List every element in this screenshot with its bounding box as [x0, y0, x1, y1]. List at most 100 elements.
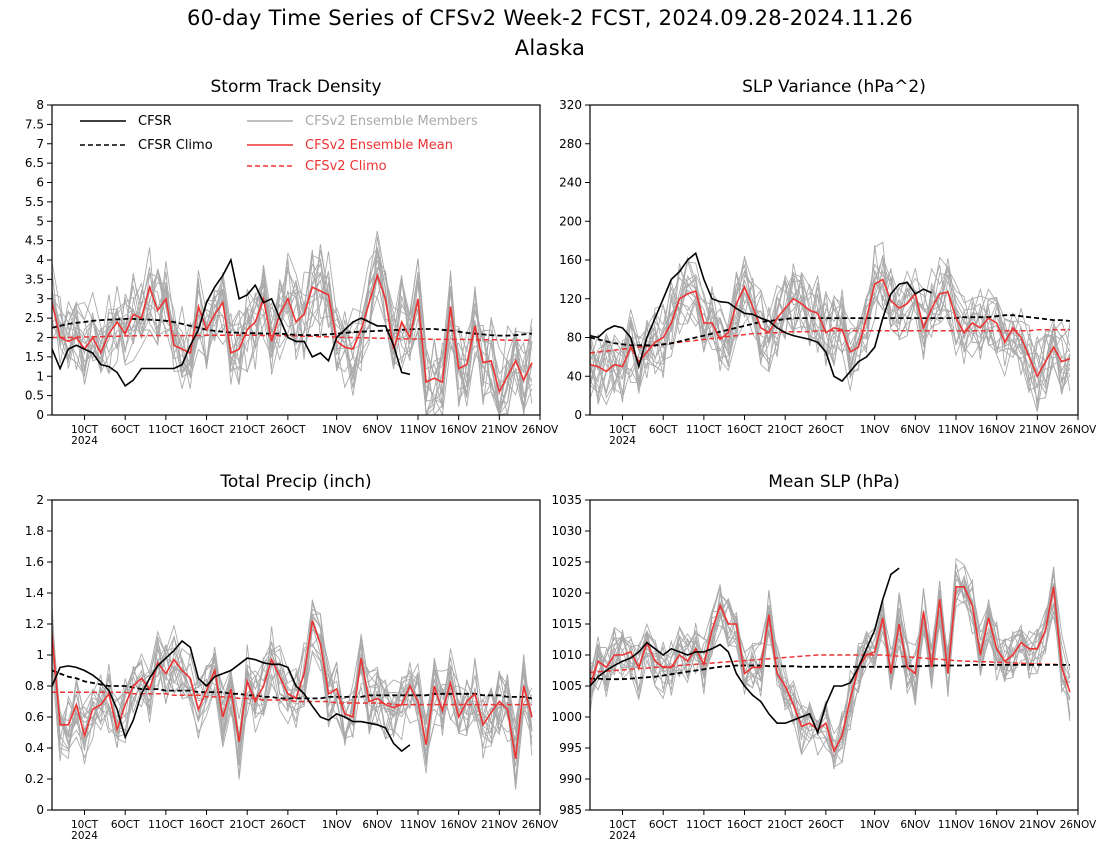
legend-label-cfsv2_climo: CFSv2 Climo	[305, 159, 387, 174]
x-tick-label: 21OCT	[230, 424, 266, 436]
x-tick-label: 26OCT	[808, 424, 844, 436]
ensemble-members	[52, 230, 533, 415]
panel-1: Storm Track Density 0 0.5 1 1.5 2 2.5 3 3.5 4 4.5 5…	[25, 77, 559, 447]
series-cfsr-climo	[590, 664, 1070, 681]
y-tick-label: 7.5	[25, 117, 44, 131]
x-tick-label: 16NOV	[440, 819, 477, 831]
x-year-label: 2024	[71, 830, 98, 842]
y-tick-label: 1.2	[25, 617, 44, 631]
y-tick-label: 7	[36, 137, 44, 151]
legend-label-ens_mean: CFSv2 Ensemble Mean	[305, 138, 453, 153]
series-cfsv2-ensemble-mean	[590, 585, 1071, 754]
y-tick-label: 4.5	[25, 234, 44, 248]
x-tick-label: 1NOV	[322, 424, 353, 436]
y-tick-label: 1.8	[25, 524, 44, 538]
x-year-label: 2024	[609, 435, 636, 447]
series-cfsv2-ensemble-mean	[52, 620, 533, 760]
x-tick-label: 1NOV	[860, 424, 891, 436]
series-cfsr-climo	[590, 314, 1070, 347]
x-tick-label: 26NOV	[522, 424, 559, 436]
y-tick-label: 985	[559, 803, 582, 817]
legend: CFSR CFSR Climo CFSv2 Ensemble Members CFSv…	[80, 114, 478, 174]
ensemble-member-line	[52, 602, 533, 781]
ensemble-member-line	[52, 616, 533, 790]
y-tick-label: 0.6	[25, 710, 44, 724]
x-tick-label: 16OCT	[727, 819, 763, 831]
y-tick-label: 240	[559, 176, 582, 190]
y-tick-label: 200	[559, 214, 582, 228]
series-cfsr	[590, 567, 900, 735]
y-tick-label: 1010	[551, 648, 582, 662]
x-tick-label: 6NOV	[362, 424, 393, 436]
y-tick-label: 40	[567, 369, 582, 383]
x-tick-label: 26OCT	[270, 819, 306, 831]
legend-label-members: CFSv2 Ensemble Members	[305, 114, 478, 129]
ensemble-member-line	[590, 256, 1071, 400]
y-tick-label: 6	[36, 176, 44, 190]
x-tick-label: 6NOV	[362, 819, 393, 831]
y-tick-label: 1	[36, 648, 44, 662]
ensemble-member-line	[590, 258, 1071, 399]
plot-frame	[589, 104, 1079, 416]
y-tick-label: 120	[559, 292, 582, 306]
x-tick-label: 6NOV	[900, 819, 931, 831]
y-tick-label: 3	[36, 292, 44, 306]
plot-frame	[51, 499, 541, 811]
y-tick-label: 2	[36, 493, 44, 507]
x-tick-label: 6OCT	[111, 819, 140, 831]
x-tick-label: 16OCT	[189, 424, 225, 436]
x-year-label: 2024	[71, 435, 98, 447]
x-tick-label: 26NOV	[1060, 819, 1097, 831]
ensemble-member-line	[590, 245, 1071, 405]
y-tick-label: 1005	[551, 679, 582, 693]
legend-label-cfsr: CFSR	[138, 114, 172, 129]
x-tick-label: 16NOV	[978, 819, 1015, 831]
ensemble-member-line	[590, 255, 1071, 412]
x-tick-label: 11NOV	[938, 819, 975, 831]
x-tick-label: 11NOV	[938, 424, 975, 436]
y-tick-label: 1025	[551, 555, 582, 569]
y-tick-label: 1035	[551, 493, 582, 507]
y-tick-label: 0.8	[25, 679, 44, 693]
x-tick-label: 6OCT	[111, 424, 140, 436]
plot-frame	[51, 104, 541, 416]
y-tick-label: 3.5	[25, 272, 44, 286]
x-tick-label: 16NOV	[978, 424, 1015, 436]
ensemble-member-line	[590, 558, 1071, 760]
ensemble-member-line	[590, 263, 1071, 403]
ensemble-member-line	[590, 274, 1070, 394]
y-tick-label: 2.5	[25, 311, 44, 325]
legend-label-cfsr_climo: CFSR Climo	[138, 138, 213, 153]
x-tick-label: 10CT	[609, 819, 637, 831]
y-tick-label: 5.5	[25, 195, 44, 209]
x-tick-label: 26NOV	[522, 819, 559, 831]
x-tick-label: 21OCT	[768, 819, 804, 831]
ensemble-member-line	[52, 247, 533, 415]
x-tick-label: 6OCT	[649, 424, 678, 436]
y-tick-label: 1.5	[25, 350, 44, 364]
x-tick-label: 21OCT	[230, 819, 266, 831]
ensemble-members	[52, 599, 533, 790]
series-cfsv2-climo	[52, 691, 532, 706]
y-tick-label: 1.6	[25, 555, 44, 569]
x-tick-label: 1NOV	[322, 819, 353, 831]
series-cfsr	[590, 251, 932, 383]
ensemble-member-line	[52, 613, 533, 780]
x-tick-label: 10CT	[609, 424, 637, 436]
y-tick-label: 1000	[551, 710, 582, 724]
x-year-label: 2024	[609, 830, 636, 842]
plot-frame	[589, 499, 1079, 811]
y-tick-label: 0	[36, 408, 44, 422]
y-tick-label: 320	[559, 98, 582, 112]
x-tick-label: 11OCT	[148, 424, 184, 436]
ensemble-member-line	[590, 563, 1071, 765]
ensemble-member-line	[52, 247, 533, 415]
y-tick-label: 0	[574, 408, 582, 422]
x-tick-label: 21NOV	[1019, 424, 1056, 436]
x-tick-label: 26OCT	[808, 819, 844, 831]
panel-title: Storm Track Density	[210, 77, 381, 97]
y-tick-label: 280	[559, 137, 582, 151]
x-tick-label: 16NOV	[440, 424, 477, 436]
y-tick-label: 1.4	[25, 586, 44, 600]
series-cfsv2-ensemble-mean	[590, 278, 1071, 379]
